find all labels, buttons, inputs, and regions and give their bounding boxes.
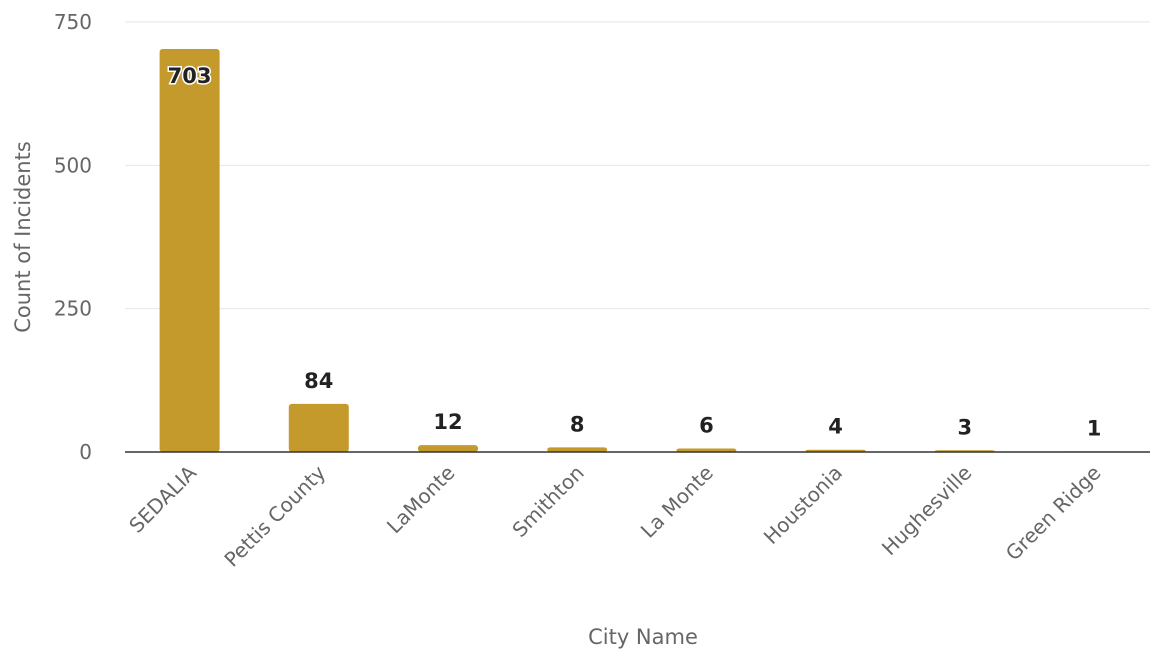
x-tick-label: Houstonia bbox=[759, 461, 847, 549]
bar-value-label: 12 bbox=[433, 410, 462, 434]
bar bbox=[418, 445, 478, 452]
x-tick-label: Smithton bbox=[507, 461, 588, 542]
y-tick-label: 500 bbox=[54, 153, 92, 177]
bar bbox=[547, 447, 608, 452]
y-tick-label: 250 bbox=[54, 297, 92, 321]
bar-value-label: 1 bbox=[1087, 416, 1102, 440]
y-tick-label: 0 bbox=[79, 440, 92, 464]
x-tick-label: Hughesville bbox=[877, 461, 976, 560]
bar-value-label: 703 bbox=[168, 64, 212, 88]
x-tick-label: SEDALIA bbox=[124, 460, 201, 537]
x-axis-categories: SEDALIA Pettis County LaMonte Smithton La Mo… bbox=[124, 460, 1105, 571]
x-tick-label: LaMonte bbox=[382, 461, 460, 539]
bar-value-label: 8 bbox=[570, 412, 585, 436]
y-tick-label: 750 bbox=[54, 10, 92, 34]
x-axis-title: City Name bbox=[588, 625, 698, 649]
gridlines bbox=[125, 21, 1150, 310]
y-axis-ticks: 0 250 500 750 bbox=[54, 10, 92, 464]
bar-value-label: 4 bbox=[828, 415, 843, 439]
bar-value-label: 84 bbox=[304, 369, 333, 393]
y-axis-title: Count of Incidents bbox=[11, 141, 35, 333]
bar bbox=[159, 48, 220, 453]
bar-value-label: 6 bbox=[699, 414, 714, 438]
x-tick-label: La Monte bbox=[636, 461, 718, 543]
x-tick-label: Pettis County bbox=[219, 460, 330, 571]
x-tick-label: Green Ridge bbox=[1001, 461, 1106, 566]
bar bbox=[676, 448, 737, 452]
bar bbox=[288, 403, 349, 452]
bar-value-label: 3 bbox=[957, 415, 972, 439]
data-labels: 703 84 12 8 6 4 3 1 bbox=[166, 62, 1102, 440]
